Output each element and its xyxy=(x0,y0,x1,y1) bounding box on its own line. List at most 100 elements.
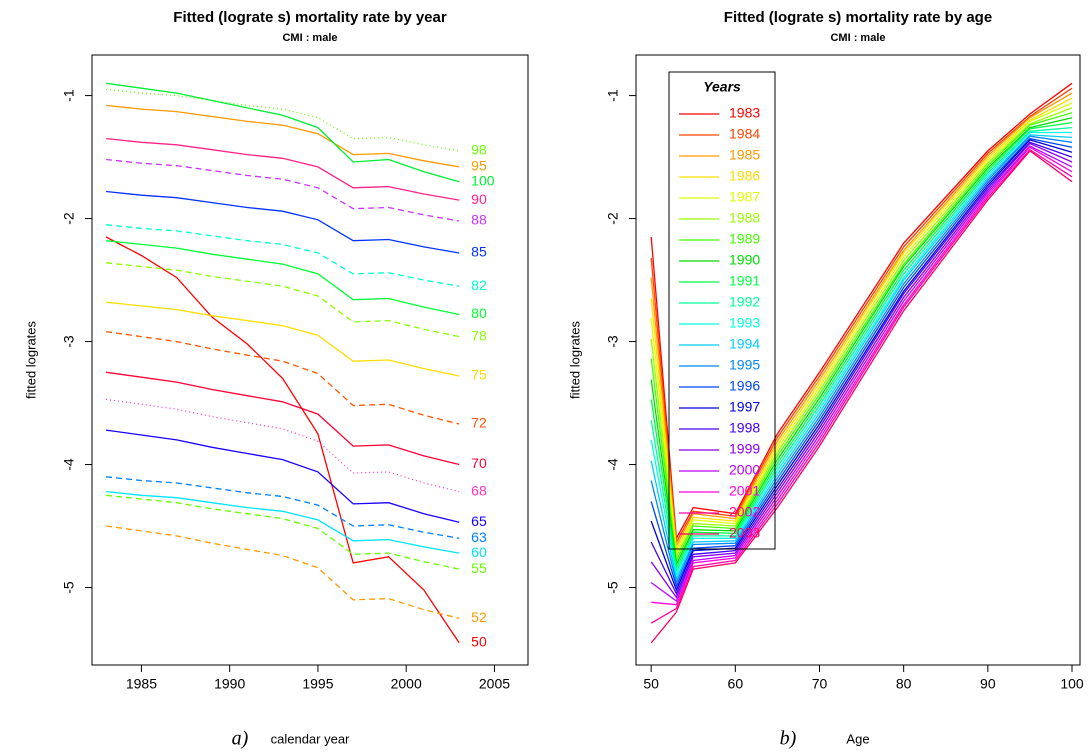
series-end-label: 95 xyxy=(471,158,487,174)
y-tick-label: -3 xyxy=(61,335,77,348)
series-line xyxy=(650,134,1073,581)
x-axis-label: Age xyxy=(846,731,869,746)
series-line xyxy=(106,429,460,523)
legend-label: 1993 xyxy=(729,315,760,331)
x-tick-label: 1995 xyxy=(302,676,333,692)
y-tick-label: -2 xyxy=(605,212,621,225)
series-end-label: 78 xyxy=(471,327,487,343)
x-tick-label: 90 xyxy=(980,676,996,692)
legend-label: 1984 xyxy=(729,126,760,142)
legend-label: 1990 xyxy=(729,252,760,268)
series-line xyxy=(106,525,460,619)
series-line xyxy=(650,92,1073,548)
series-end-label: 82 xyxy=(471,277,487,293)
series-end-label: 80 xyxy=(471,305,487,321)
series-line xyxy=(650,87,1073,545)
series-line xyxy=(106,240,460,316)
legend-label: 1989 xyxy=(729,231,760,247)
series-line xyxy=(650,126,1073,574)
legend-label: 1997 xyxy=(729,399,760,415)
y-tick-label: -5 xyxy=(605,581,621,594)
legend-label: 1992 xyxy=(729,294,760,310)
legend-label: 1994 xyxy=(729,336,760,352)
series-line xyxy=(106,158,460,222)
y-tick-label: -1 xyxy=(61,89,77,102)
legend-label: 2000 xyxy=(729,462,760,478)
series-line xyxy=(650,148,1073,624)
legend-label: 1996 xyxy=(729,378,760,394)
series-line xyxy=(650,135,1073,585)
x-tick-label: 1985 xyxy=(126,676,157,692)
chart-title: Fitted (lograte s) mortality rate by yea… xyxy=(173,9,447,26)
series-end-label: 52 xyxy=(471,609,487,625)
series-line xyxy=(650,145,1073,603)
y-tick-label: -3 xyxy=(605,335,621,348)
series-end-label: 68 xyxy=(471,482,487,498)
series-end-label: 98 xyxy=(471,142,487,158)
series-end-label: 70 xyxy=(471,455,487,471)
x-tick-label: 2000 xyxy=(391,676,422,692)
series-end-label: 60 xyxy=(471,544,487,560)
chart-subtitle: CMI : male xyxy=(830,32,885,44)
panel-label: a) xyxy=(232,728,249,750)
y-tick-label: -5 xyxy=(61,581,77,594)
series-line xyxy=(650,117,1073,567)
series-end-label: 50 xyxy=(471,634,487,650)
legend-label: 1991 xyxy=(729,273,760,289)
series-line xyxy=(106,137,460,201)
series-line xyxy=(650,142,1073,599)
series-end-label: 65 xyxy=(471,513,487,529)
legend-label: 1986 xyxy=(729,168,760,184)
series-line xyxy=(651,146,1073,606)
plot-frame xyxy=(635,54,1081,666)
legend-label: 1995 xyxy=(729,357,760,373)
chart-subtitle: CMI : male xyxy=(282,32,337,44)
series-line xyxy=(106,190,460,254)
legend-label: 2002 xyxy=(729,504,760,520)
series-end-label: 85 xyxy=(471,244,487,260)
x-tick-label: 80 xyxy=(896,676,912,692)
series-line xyxy=(650,141,1073,596)
series-line xyxy=(650,150,1073,644)
legend-label: 2003 xyxy=(729,525,760,541)
y-axis-label: fitted logrates xyxy=(23,320,38,399)
series-end-label: 88 xyxy=(471,212,487,228)
legend-label: 1985 xyxy=(729,147,760,163)
series-end-label: 90 xyxy=(471,191,487,207)
legend-label: 1983 xyxy=(729,105,760,121)
series-line xyxy=(650,121,1073,571)
series-line xyxy=(650,112,1073,563)
legend-label: 1999 xyxy=(729,441,760,457)
series-line xyxy=(106,476,460,539)
chart-title: Fitted (lograte s) mortality rate by age xyxy=(724,9,992,26)
y-axis-label: fitted logrates xyxy=(567,320,582,399)
legend-title: Years xyxy=(703,79,741,95)
series-line xyxy=(650,102,1073,556)
series-line xyxy=(650,82,1073,541)
y-tick-label: -4 xyxy=(605,458,621,471)
plot-frame xyxy=(91,54,529,666)
series-line xyxy=(650,107,1073,560)
series-line xyxy=(106,224,460,287)
legend-label: 1988 xyxy=(729,210,760,226)
series-end-label: 75 xyxy=(471,367,487,383)
series-line xyxy=(106,490,460,554)
legend-label: 2001 xyxy=(729,483,760,499)
series-line xyxy=(650,131,1072,578)
y-tick-label: -2 xyxy=(61,212,77,225)
x-tick-label: 2005 xyxy=(479,676,510,692)
series-line xyxy=(650,139,1073,592)
series-line xyxy=(106,331,460,425)
series-line xyxy=(106,82,460,183)
legend-box xyxy=(668,71,776,550)
x-tick-label: 50 xyxy=(643,676,659,692)
series-line xyxy=(106,398,460,493)
legend-label: 1987 xyxy=(729,189,760,205)
series-line xyxy=(106,371,460,466)
series-end-label: 72 xyxy=(471,415,487,431)
x-tick-label: 60 xyxy=(728,676,744,692)
series-line xyxy=(106,88,460,152)
y-tick-label: -4 xyxy=(61,458,77,471)
panel-label: b) xyxy=(780,728,797,750)
